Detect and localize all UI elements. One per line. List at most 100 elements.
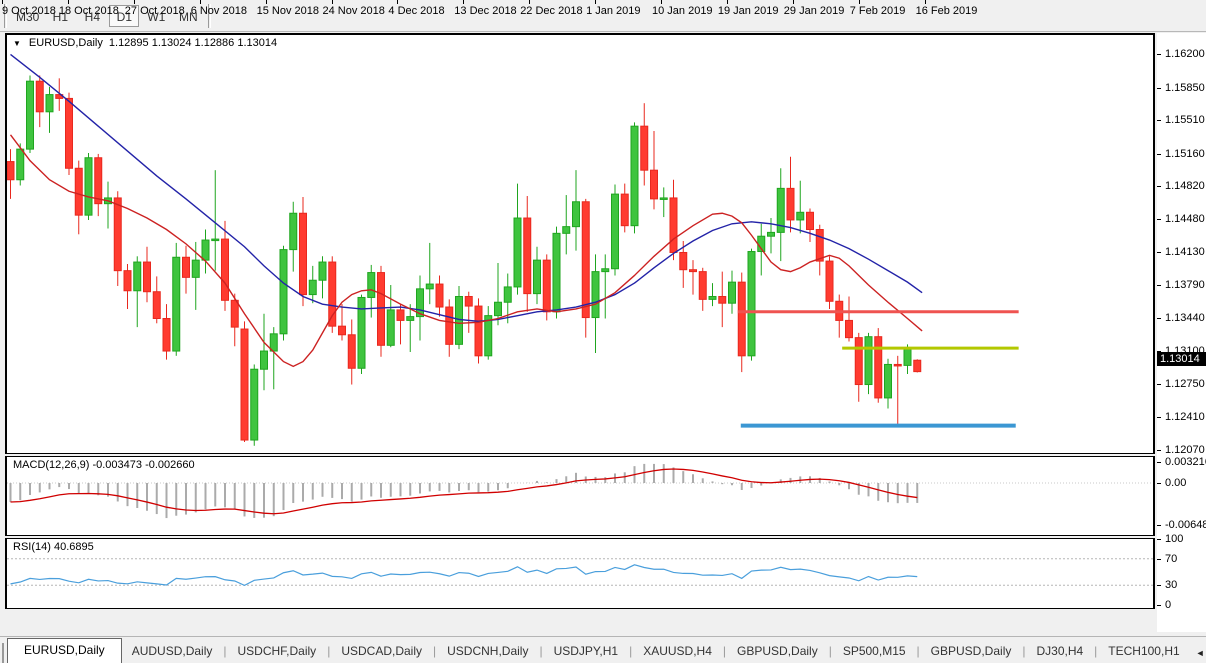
macd-tick-mark (1157, 462, 1161, 464)
date-tick-mark (2, 0, 3, 4)
toolbar-separator (208, 3, 212, 28)
rsi-tick-label: 70 (1165, 552, 1178, 565)
price-tick-mark (1157, 252, 1161, 254)
chart-tab-gbpusd-daily[interactable]: GBPUSD,Daily (737, 644, 818, 658)
date-tick-mark (331, 0, 333, 4)
date-tick-label: 22 Dec 2018 (520, 5, 583, 17)
tabbar-grip[interactable] (2, 643, 4, 663)
macd-canvas[interactable] (7, 457, 1153, 535)
date-tick-label: 4 Dec 2018 (388, 5, 445, 17)
chart-tab-eurusd-daily[interactable]: EURUSD,Daily (7, 638, 122, 663)
rsi-tick-label: 0 (1165, 599, 1172, 611)
price-axis[interactable]: 1.13014 1.16200 1.15850 1.15510 1.15160 1.14… (1157, 33, 1206, 632)
tab-separator: | (223, 644, 227, 658)
symbol-title: EURUSD,Daily (28, 37, 103, 49)
date-tick-mark (726, 0, 728, 4)
ohlc-values: 1.12895 1.13024 1.12886 1.13014 (108, 37, 278, 49)
chart-tab-bar: EURUSD,Daily AUDUSD,Daily | USDCHF,Daily | US… (0, 636, 1206, 663)
current-price-badge: 1.13014 (1157, 352, 1206, 367)
timeframe-button-d1[interactable]: D1 (109, 4, 140, 27)
macd-pane[interactable]: MACD(12,26,9) -0.003473 -0.002660 (5, 456, 1155, 536)
price-tick-mark (1157, 284, 1161, 286)
chart-tab-usdcnh-daily[interactable]: USDCNH,Daily (447, 644, 529, 658)
candlestick-pane[interactable]: ▼ EURUSD,Daily 1.12895 1.13024 1.12886 1… (5, 33, 1155, 454)
rsi-canvas[interactable] (7, 539, 1153, 608)
tab-separator: | (722, 644, 727, 658)
price-tick-label: 1.13790 (1165, 278, 1205, 291)
price-tick-mark (1157, 417, 1161, 419)
price-tick-mark (1157, 87, 1161, 89)
price-tick-mark (1157, 449, 1161, 451)
date-axis[interactable]: 9 Oct 2018 18 Oct 2018 27 Oct 2018 6 Nov 20… (0, 0, 1150, 21)
chart-tab-gbpusd-daily[interactable]: GBPUSD,Daily (930, 644, 1012, 658)
chart-tab-audusd-daily[interactable]: AUDUSD,Daily (131, 644, 213, 658)
chart-tab-xauusd-h4[interactable]: XAUUSD,H4 (643, 644, 712, 658)
timeframe-button-h4[interactable]: H4 (84, 9, 101, 24)
tab-separator: | (433, 644, 437, 658)
price-tick-mark (1157, 54, 1161, 56)
date-tick-label: 19 Jan 2019 (717, 5, 779, 17)
price-tick-label: 1.14820 (1165, 180, 1205, 193)
macd-tick-mark (1157, 483, 1161, 484)
price-tick-mark (1157, 218, 1161, 220)
price-tick-mark (1157, 153, 1161, 155)
chart-tab-usdjpy-h1[interactable]: USDJPY,H1 (553, 644, 619, 658)
price-tick-label: 1.13440 (1165, 312, 1205, 325)
macd-tick-label: -0.006485 (1165, 519, 1206, 532)
date-tick-label: 13 Dec 2018 (454, 5, 517, 17)
chart-tab-tech100-h1[interactable]: TECH100,H1 (1108, 644, 1180, 658)
macd-tick-label: 0.00 (1165, 477, 1187, 489)
price-tick-mark (1157, 384, 1161, 386)
tab-scroll-left-icon[interactable]: ◄ (1195, 648, 1205, 658)
tab-separator: | (1022, 644, 1026, 658)
toolbar-separator (4, 3, 7, 28)
price-tick-mark (1157, 318, 1161, 320)
date-tick-mark (463, 0, 465, 4)
rsi-tick-mark (1157, 558, 1161, 560)
date-tick-label: 16 Feb 2019 (915, 5, 978, 17)
timeframe-toolbar: M30 H1 H4 D1 W1 MN (0, 0, 1206, 32)
timeframe-button-h1[interactable]: H1 (52, 9, 69, 24)
tab-separator: | (327, 644, 331, 658)
chart-tab-usdcad-daily[interactable]: USDCAD,Daily (341, 644, 422, 658)
date-tick-label: 27 Oct 2018 (124, 5, 185, 17)
date-tick-mark (199, 0, 201, 4)
rsi-pane[interactable]: RSI(14) 40.6895 (5, 538, 1155, 609)
macd-label: MACD(12,26,9) -0.003473 -0.002660 (13, 459, 195, 471)
price-tick-label: 1.15510 (1165, 114, 1205, 127)
rsi-tick-mark (1157, 539, 1161, 540)
price-tick-mark (1157, 351, 1161, 352)
price-tick-label: 1.12750 (1165, 378, 1205, 391)
rsi-label: RSI(14) 40.6895 (13, 541, 94, 553)
date-tick-mark (397, 0, 399, 4)
timeframe-button-mn[interactable]: MN (179, 9, 198, 24)
price-chart-canvas[interactable] (7, 35, 1153, 452)
date-tick-mark (924, 0, 926, 4)
tab-separator: | (539, 644, 543, 658)
chevron-down-icon[interactable]: ▼ (13, 38, 21, 48)
macd-tick-mark (1157, 525, 1161, 527)
chart-tab-usdchf-daily[interactable]: USDCHF,Daily (237, 644, 317, 658)
date-tick-label: 15 Nov 2018 (256, 5, 319, 17)
date-tick-label: 24 Nov 2018 (322, 5, 385, 17)
chart-header: ▼ EURUSD,Daily 1.12895 1.13024 1.12886 1… (13, 37, 277, 49)
price-tick-mark (1157, 120, 1161, 122)
date-tick-label: 6 Nov 2018 (190, 5, 247, 17)
date-tick-mark (792, 0, 794, 4)
date-tick-mark (858, 0, 860, 4)
chart-tab-sp500-m15[interactable]: SP500,M15 (842, 644, 906, 658)
chart-tab-dj30-h4[interactable]: DJ30,H4 (1036, 644, 1084, 658)
date-tick-label: 1 Jan 2019 (586, 5, 641, 17)
rsi-tick-label: 100 (1165, 533, 1184, 545)
date-tick-label: 7 Feb 2019 (849, 5, 906, 17)
tab-separator: | (629, 644, 633, 658)
date-tick-mark (265, 0, 267, 4)
timeframe-button-m30[interactable]: M30 (16, 9, 40, 24)
tab-separator: | (916, 644, 920, 658)
timeframe-button-w1[interactable]: W1 (147, 9, 166, 24)
price-tick-label: 1.14130 (1165, 246, 1205, 259)
date-tick-mark (67, 0, 69, 4)
date-tick-label: 29 Jan 2019 (783, 5, 845, 17)
date-tick-label: 9 Oct 2018 (2, 5, 56, 17)
price-tick-label: 1.12410 (1165, 411, 1205, 424)
